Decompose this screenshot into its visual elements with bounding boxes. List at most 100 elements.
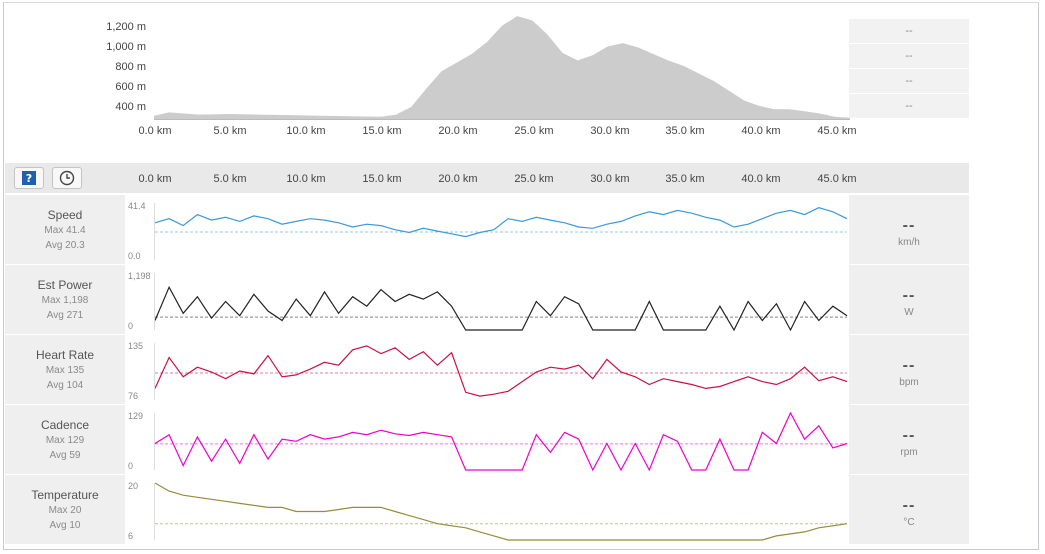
elevation-chart — [154, 16, 850, 120]
metric-axis-bottom: 6 — [128, 531, 134, 541]
series-line — [154, 285, 848, 332]
help-button[interactable]: ? — [14, 167, 44, 189]
metric-unit: km/h — [898, 237, 920, 248]
metric-current: -- °C — [849, 475, 969, 544]
metric-axis-bottom: 76 — [128, 391, 139, 401]
elevation-x-tick: 10.0 km — [286, 125, 326, 137]
chart-toolbar: ? — [5, 163, 969, 193]
metric-row-heart-rate: Heart Rate Max 135 Avg 104 135 76 -- bpm — [5, 334, 969, 404]
metric-max: Max 41.4 — [44, 225, 86, 236]
elevation-x-tick: 0.0 km — [138, 125, 172, 137]
metric-unit: W — [904, 307, 914, 318]
metric-axis-bottom: 0 — [128, 461, 134, 471]
elevation-y-tick: 600 m — [115, 81, 146, 93]
toolbar-x-tick: 15.0 km — [362, 173, 402, 185]
series-line — [154, 482, 848, 541]
elevation-x-tick: 20.0 km — [438, 125, 478, 137]
metric-avg: Avg 10 — [49, 520, 81, 531]
metric-axis-top: 135 — [128, 341, 144, 351]
elevation-area — [154, 16, 850, 120]
metric-row-temperature: Temperature Max 20 Avg 10 20 6 -- °C — [5, 474, 969, 544]
elevation-side-value: -- — [849, 44, 969, 68]
toolbar-x-tick: 20.0 km — [438, 173, 478, 185]
elevation-x-tick: 35.0 km — [665, 125, 705, 137]
metric-row-cadence: Cadence Max 129 Avg 59 129 0 -- rpm — [5, 404, 969, 474]
metric-unit: bpm — [899, 377, 919, 388]
metric-axis-top: 1,198 — [128, 271, 151, 281]
metric-avg: Avg 20.3 — [45, 240, 85, 251]
elevation-y-tick: 1,000 m — [106, 41, 146, 53]
metric-title: Heart Rate — [35, 348, 95, 362]
metric-max: Max 1,198 — [41, 295, 89, 306]
elevation-x-tick: 45.0 km — [817, 125, 857, 137]
series-line — [154, 207, 848, 238]
svg-text:?: ? — [26, 172, 32, 185]
metric-current-value: -- — [902, 497, 916, 514]
help-icon: ? — [22, 171, 36, 185]
elevation-x-tick: 40.0 km — [741, 125, 781, 137]
heart-rate-line-chart — [154, 343, 848, 400]
metric-unit: °C — [903, 517, 915, 528]
toolbar-x-tick: 0.0 km — [138, 173, 172, 185]
elevation-y-tick: 400 m — [115, 101, 146, 113]
metric-axis-bottom: 0 — [128, 321, 134, 331]
elevation-y-tick: 1,200 m — [106, 21, 146, 33]
metric-max: Max 20 — [48, 505, 82, 516]
chart-frame — [3, 2, 1039, 550]
metric-title: Speed — [47, 208, 83, 222]
metric-title: Temperature — [31, 488, 99, 502]
toolbar-x-tick: 25.0 km — [514, 173, 554, 185]
metric-summary: Speed Max 41.4 Avg 20.3 — [5, 195, 125, 264]
metric-summary: Temperature Max 20 Avg 10 — [5, 475, 125, 544]
elevation-x-tick: 5.0 km — [213, 125, 247, 137]
metric-max: Max 135 — [45, 365, 85, 376]
elevation-y-tick: 800 m — [115, 61, 146, 73]
time-axis-button[interactable] — [52, 167, 82, 189]
metric-max: Max 129 — [45, 435, 85, 446]
elevation-x-tick: 15.0 km — [362, 125, 402, 137]
elevation-x-tick: 30.0 km — [590, 125, 630, 137]
metric-title: Est Power — [37, 278, 93, 292]
metric-row-speed: Speed Max 41.4 Avg 20.3 41.4 0.0 -- km/h — [5, 194, 969, 264]
metric-current-value: -- — [902, 217, 916, 234]
toolbar-x-tick: 30.0 km — [590, 173, 630, 185]
metric-axis-bottom: 0.0 — [128, 251, 141, 261]
metric-unit: rpm — [900, 447, 918, 458]
metric-axis-top: 41.4 — [128, 201, 146, 211]
metric-chart[interactable]: 1,198 0 — [125, 265, 849, 334]
elevation-side-value: -- — [849, 69, 969, 93]
metric-axis-top: 129 — [128, 411, 144, 421]
metric-row-power: Est Power Max 1,198 Avg 271 1,198 0 -- W — [5, 264, 969, 334]
toolbar-x-tick: 40.0 km — [741, 173, 781, 185]
clock-icon — [59, 170, 75, 186]
metric-current-value: -- — [902, 427, 916, 444]
metric-summary: Cadence Max 129 Avg 59 — [5, 405, 125, 474]
elevation-side-value: -- — [849, 94, 969, 118]
metric-chart[interactable]: 135 76 — [125, 335, 849, 404]
elevation-side-value: -- — [849, 19, 969, 43]
power-line-chart — [154, 273, 848, 332]
series-line — [154, 345, 848, 397]
metric-chart[interactable]: 41.4 0.0 — [125, 195, 849, 264]
toolbar-x-tick: 35.0 km — [665, 173, 705, 185]
temperature-line-chart — [154, 482, 848, 541]
metric-chart[interactable]: 129 0 — [125, 405, 849, 474]
metric-avg: Avg 104 — [46, 380, 84, 391]
metric-current-value: -- — [902, 287, 916, 304]
series-line — [154, 411, 848, 472]
metric-current: -- W — [849, 265, 969, 334]
toolbar-x-tick: 45.0 km — [817, 173, 857, 185]
cadence-line-chart — [154, 411, 848, 472]
metric-avg: Avg 59 — [49, 450, 81, 461]
elevation-x-tick: 25.0 km — [514, 125, 554, 137]
metric-summary: Heart Rate Max 135 Avg 104 — [5, 335, 125, 404]
metric-title: Cadence — [40, 418, 90, 432]
metric-summary: Est Power Max 1,198 Avg 271 — [5, 265, 125, 334]
metric-current-value: -- — [902, 357, 916, 374]
metric-axis-top: 20 — [128, 481, 139, 491]
metric-chart[interactable]: 20 6 — [125, 475, 849, 544]
speed-line-chart — [154, 203, 848, 260]
metric-current: -- bpm — [849, 335, 969, 404]
metric-current: -- rpm — [849, 405, 969, 474]
metric-current: -- km/h — [849, 195, 969, 264]
